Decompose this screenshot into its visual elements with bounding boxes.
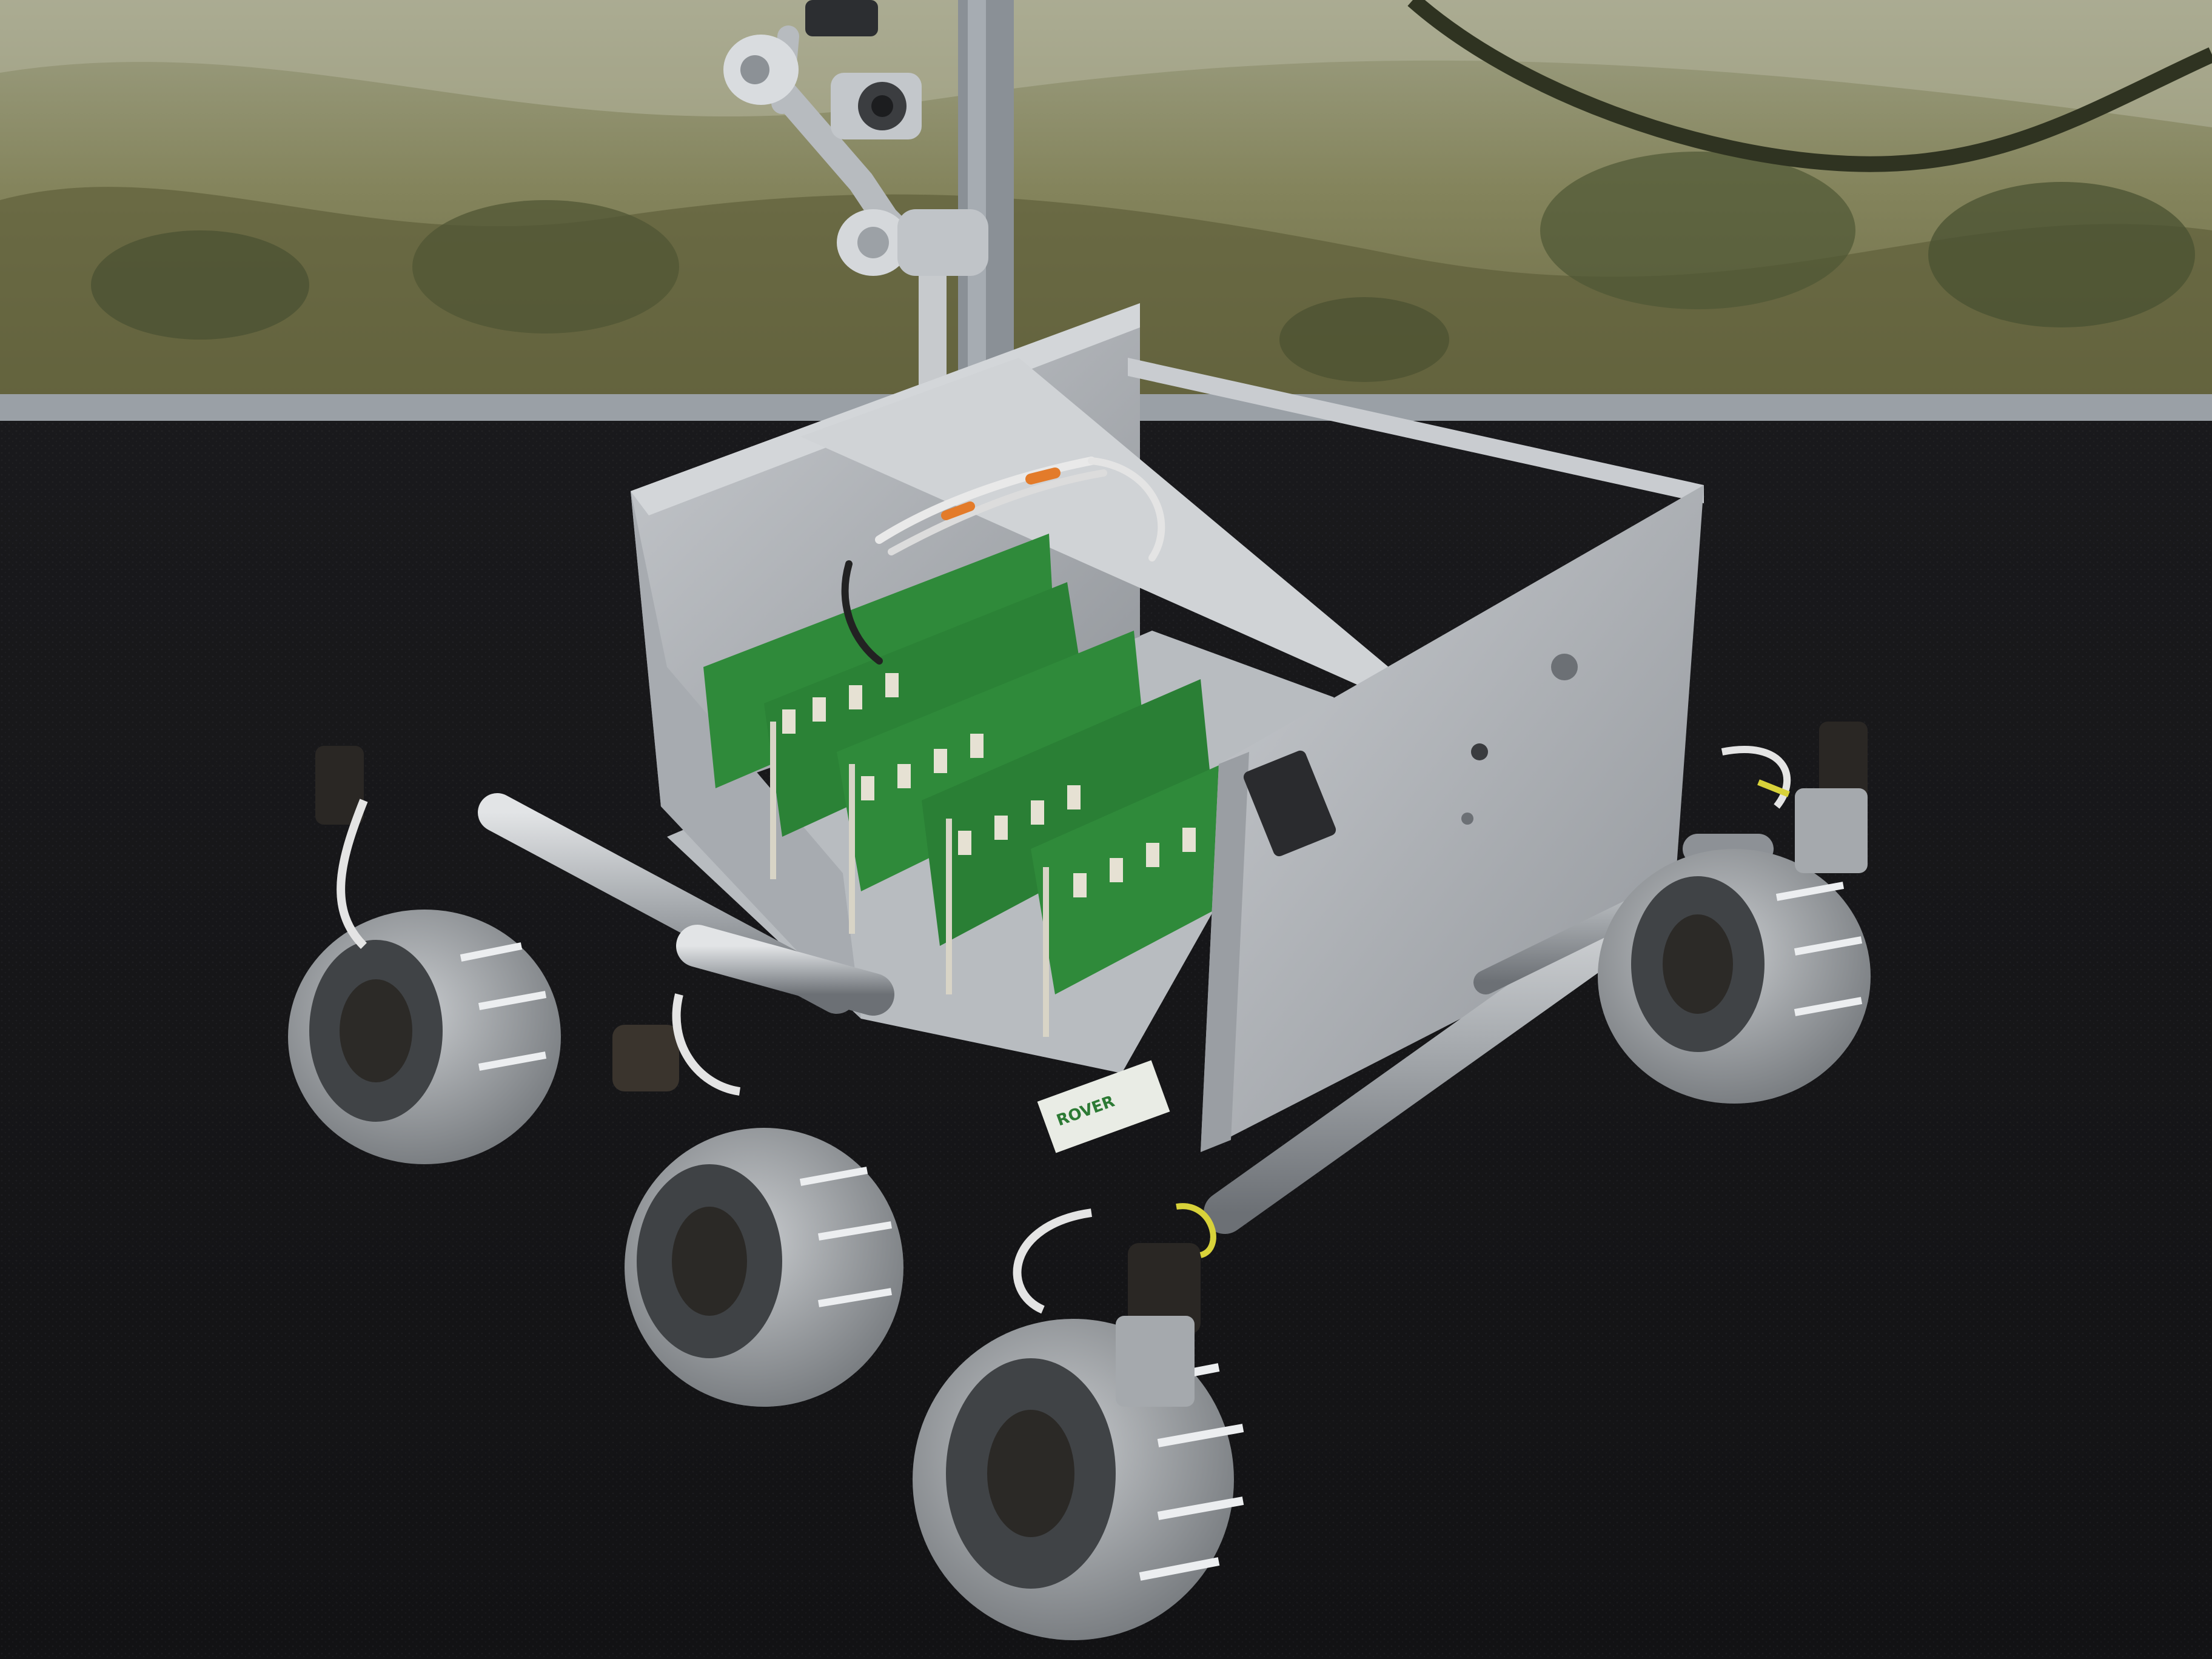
landscape-wall-backdrop [0,0,2212,418]
camera-head-icon [831,73,922,139]
camera-mast [723,0,988,431]
wheel-rear-left-icon [288,746,561,1164]
rover-label-plate: ROVER [1037,1060,1170,1153]
wheel-middle-left-icon [612,993,903,1407]
cable-bundle [841,457,1165,665]
wheel-front-left-icon [913,1208,1244,1640]
wheel-front-right-icon [1598,722,1871,1104]
front-panel-switch-icon [1471,743,1488,760]
earth-wire [1176,1203,1216,1258]
rover-chassis: ROVER [631,303,1704,1153]
front-panel-connector-icon [1243,750,1336,857]
